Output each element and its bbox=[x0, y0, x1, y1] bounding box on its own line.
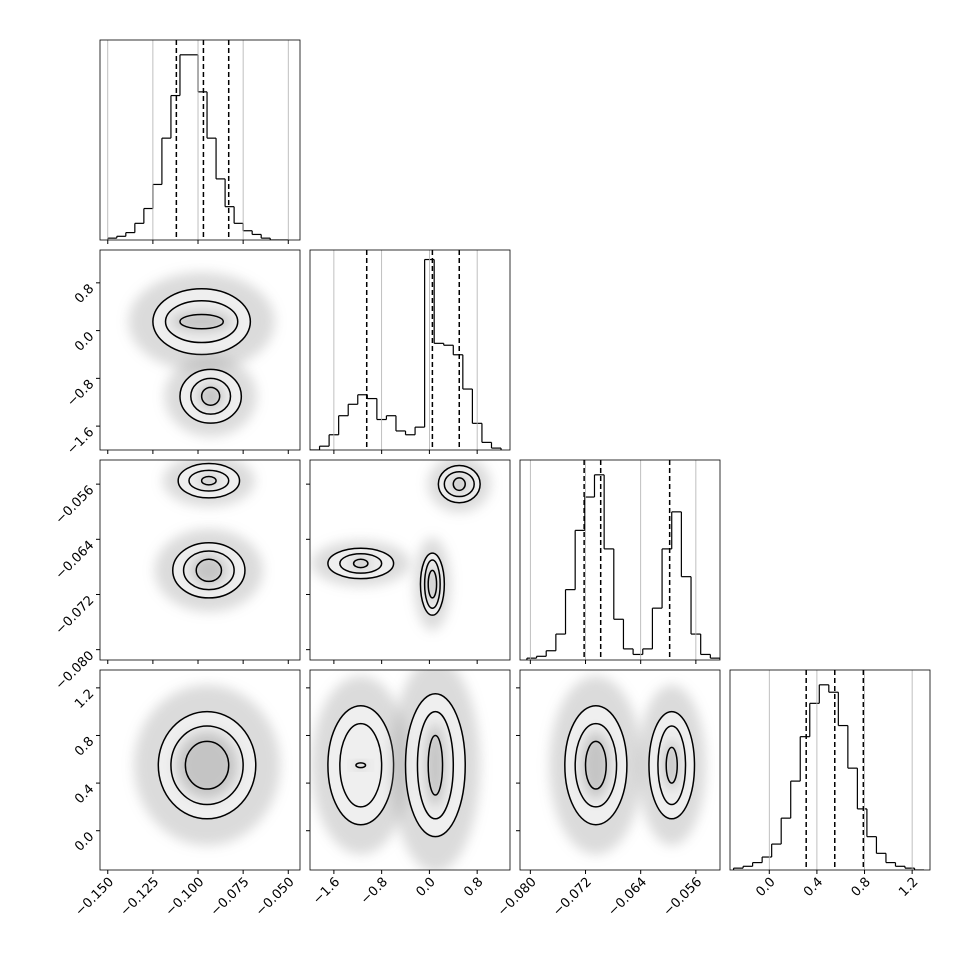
panel bbox=[107, 40, 289, 240]
x-tick-label: 0.8 bbox=[461, 875, 486, 900]
panel bbox=[310, 250, 502, 450]
x-tick-label: 0.4 bbox=[801, 875, 826, 900]
x-tick-label: −0.8 bbox=[358, 875, 391, 908]
contour bbox=[648, 710, 696, 820]
contour bbox=[339, 553, 383, 574]
y-tick-label: 0.8 bbox=[72, 734, 97, 759]
panel-frame bbox=[729, 669, 931, 871]
contour bbox=[170, 725, 244, 806]
panel bbox=[526, 460, 720, 660]
contour bbox=[452, 477, 466, 492]
contour bbox=[423, 559, 441, 610]
y-tick-label: 1.2 bbox=[72, 687, 97, 712]
contour bbox=[164, 299, 239, 344]
panel bbox=[154, 460, 263, 612]
contour bbox=[339, 722, 383, 808]
contour bbox=[195, 558, 223, 583]
x-tick-label: 0.0 bbox=[753, 875, 778, 900]
panel-frame bbox=[309, 249, 511, 451]
contour bbox=[584, 740, 607, 790]
panel bbox=[549, 675, 706, 855]
x-tick-label: −0.050 bbox=[253, 875, 298, 920]
contour bbox=[327, 547, 395, 580]
x-tick-label: 0.0 bbox=[413, 875, 438, 900]
contour bbox=[200, 475, 217, 486]
y-tick-label: −1.6 bbox=[64, 425, 97, 458]
panel-frame bbox=[309, 669, 511, 871]
contour bbox=[443, 470, 475, 498]
contour bbox=[564, 704, 628, 826]
panel-frame bbox=[309, 459, 511, 661]
contour bbox=[179, 368, 243, 424]
panel bbox=[732, 670, 925, 870]
contour bbox=[665, 746, 678, 784]
panel-frame bbox=[99, 39, 301, 241]
contour bbox=[177, 462, 241, 499]
x-tick-label: −0.100 bbox=[163, 875, 208, 920]
panel bbox=[311, 460, 491, 631]
contour bbox=[182, 550, 235, 591]
contour bbox=[157, 710, 257, 820]
x-tick-label: −0.080 bbox=[495, 875, 540, 920]
contour bbox=[188, 469, 230, 492]
x-tick-label: 1.2 bbox=[896, 875, 921, 900]
x-tick-label: 0.8 bbox=[849, 875, 874, 900]
y-tick-label: −0.056 bbox=[53, 483, 98, 528]
y-tick-label: 0.0 bbox=[72, 829, 97, 854]
panel-frame bbox=[99, 459, 301, 661]
x-tick-label: −1.6 bbox=[310, 875, 343, 908]
x-tick-label: −0.064 bbox=[605, 875, 650, 920]
contour bbox=[427, 734, 444, 796]
contour bbox=[352, 558, 369, 569]
panel bbox=[128, 272, 275, 437]
x-tick-label: −0.056 bbox=[661, 875, 706, 920]
y-tick-label: −0.080 bbox=[53, 648, 98, 693]
contour bbox=[184, 740, 230, 790]
contour bbox=[152, 288, 252, 356]
contour bbox=[657, 725, 687, 806]
panel bbox=[311, 670, 481, 870]
contour bbox=[190, 377, 232, 415]
x-tick-label: −0.125 bbox=[118, 875, 163, 920]
contour bbox=[200, 386, 221, 406]
contour bbox=[179, 313, 225, 330]
x-tick-label: −0.072 bbox=[550, 875, 595, 920]
x-tick-label: −0.150 bbox=[72, 875, 117, 920]
panel-frame bbox=[519, 459, 721, 661]
panel-frame bbox=[99, 249, 301, 451]
y-tick-label: −0.072 bbox=[53, 593, 98, 638]
panel-frame bbox=[519, 669, 721, 871]
y-tick-label: 0.0 bbox=[72, 329, 97, 354]
panel-frame bbox=[99, 669, 301, 871]
y-tick-label: −0.064 bbox=[53, 538, 98, 583]
contour bbox=[574, 722, 618, 808]
y-tick-label: −0.8 bbox=[64, 377, 97, 410]
contour bbox=[355, 762, 367, 769]
contour bbox=[404, 693, 466, 838]
contour bbox=[416, 710, 455, 820]
x-tick-label: −0.075 bbox=[208, 875, 253, 920]
panel bbox=[133, 684, 281, 846]
y-tick-label: 0.4 bbox=[72, 782, 97, 807]
y-tick-label: 0.8 bbox=[72, 282, 97, 307]
contour bbox=[427, 569, 438, 599]
